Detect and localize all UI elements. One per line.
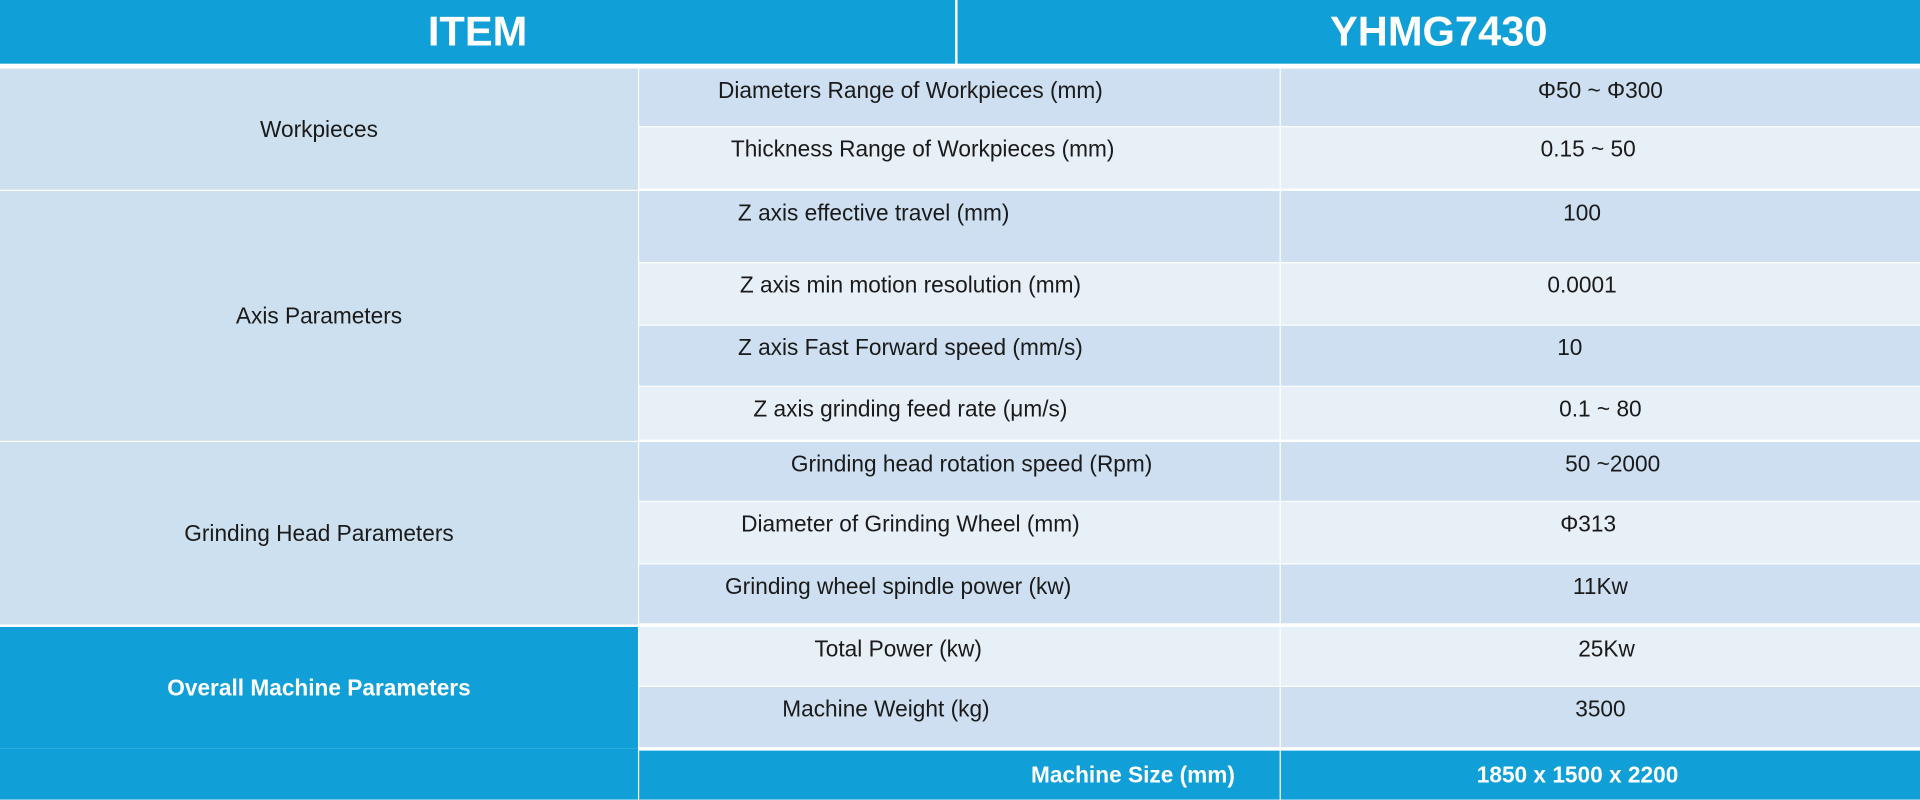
table-cell-param: Diameter of Grinding Wheel (mm) [639, 502, 1280, 564]
value-text: 11Kw [1572, 573, 1628, 599]
value-text: Φ50 ~ Φ300 [1537, 77, 1663, 103]
group-label: Grinding Head Parameters [0, 442, 638, 625]
value-text: 3500 [1575, 695, 1626, 722]
machine-size-value: 1850 x 1500 x 2200 [1280, 750, 1920, 800]
table-cell-param: Z axis Fast Forward speed (mm/s) [639, 325, 1280, 386]
table-cell-value: 0.1 ~ 80 [1280, 386, 1920, 440]
table-cell-value: 25Kw [1280, 626, 1920, 686]
table-cell-param: Z axis grinding feed rate (μm/s) [639, 386, 1280, 440]
param-text: Grinding wheel spindle power (kw) [725, 573, 1072, 599]
param-text: Z axis min motion resolution (mm) [739, 271, 1081, 298]
value-text: Φ313 [1560, 510, 1617, 537]
table-cell-param: Z axis effective travel (mm) [639, 191, 1280, 263]
table-cell-param: Z axis min motion resolution (mm) [639, 263, 1280, 325]
value-text: 10 [1557, 334, 1583, 361]
value-text: 25Kw [1578, 635, 1635, 662]
group-fill [0, 748, 638, 800]
group-label: Overall Machine Parameters [0, 626, 638, 749]
table-cell-param: Diameters Range of Workpieces (mm) [639, 68, 1280, 127]
param-text: Diameter of Grinding Wheel (mm) [741, 510, 1080, 537]
table-cell-param: Total Power (kw) [639, 626, 1280, 686]
machine-size-label: Machine Size (mm) [639, 750, 1280, 800]
table-cell-value: 0.15 ~ 50 [1280, 127, 1920, 189]
value-text: 0.15 ~ 50 [1540, 135, 1636, 162]
table-cell-value: 0.0001 [1280, 263, 1920, 325]
param-text: Z axis effective travel (mm) [737, 199, 1010, 226]
table-cell-value: 3500 [1280, 686, 1920, 747]
param-text: Z axis Fast Forward speed (mm/s) [737, 334, 1083, 361]
header-item: ITEM [0, 0, 956, 64]
table-cell-param: Grinding head rotation speed (Rpm) [639, 442, 1280, 501]
value-text: 50 ~2000 [1565, 450, 1661, 477]
table-cell-value: Φ313 [1280, 502, 1920, 564]
table-cell-param: Grinding wheel spindle power (kw) [639, 564, 1280, 624]
value-text: 0.1 ~ 80 [1559, 395, 1642, 422]
table-cell-value: Φ50 ~ Φ300 [1280, 68, 1920, 127]
table-cell-value: 11Kw [1280, 564, 1920, 624]
table-cell-value: 50 ~2000 [1280, 442, 1920, 501]
table-cell-param: Machine Weight (kg) [639, 686, 1280, 747]
param-text: Machine Weight (kg) [782, 695, 990, 722]
param-text: Diameters Range of Workpieces (mm) [718, 77, 1103, 103]
header-model: YHMG7430 [957, 0, 1920, 64]
param-text: Thickness Range of Workpieces (mm) [730, 135, 1115, 162]
value-text: 100 [1563, 199, 1601, 226]
param-text: Grinding head rotation speed (Rpm) [790, 450, 1153, 477]
table-cell-value: 100 [1280, 191, 1920, 263]
param-text: Z axis grinding feed rate (μm/s) [753, 395, 1068, 422]
group-label: Axis Parameters [0, 191, 638, 441]
value-text: 0.0001 [1547, 271, 1617, 298]
table-cell-value: 10 [1280, 325, 1920, 386]
table-cell-param: Thickness Range of Workpieces (mm) [639, 127, 1280, 189]
param-text: Total Power (kw) [814, 635, 982, 662]
group-label: Workpieces [0, 68, 638, 190]
